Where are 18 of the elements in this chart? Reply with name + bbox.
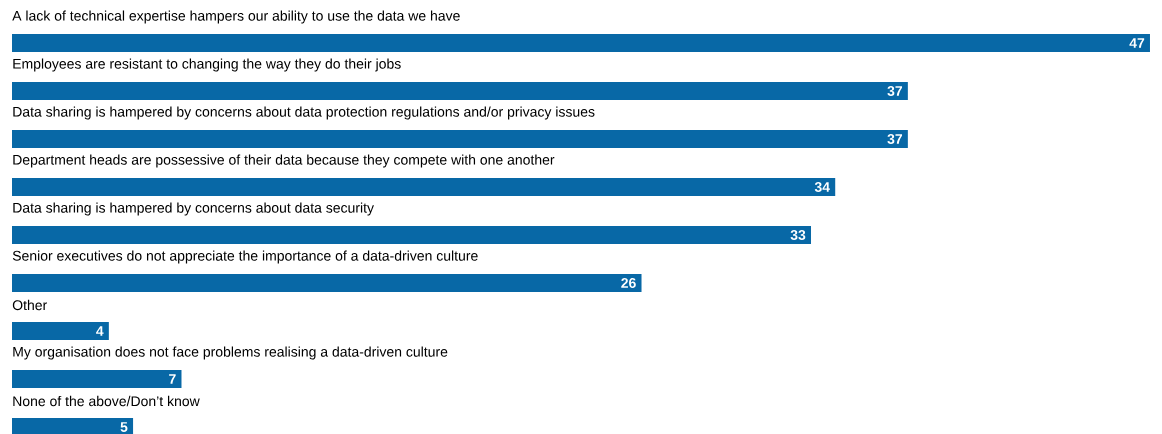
y-tick-label: Other <box>12 299 47 311</box>
data-label: 34 <box>814 182 830 192</box>
y-tick-label: Employees are resistant to changing the way they do their jobs <box>13 58 401 72</box>
data-label: 7 <box>169 374 176 384</box>
y-tick-label: A lack of technical expertise hampers our ability to use the data we have <box>12 10 460 24</box>
y-tick-label: Data sharing is hampered by concerns about data security <box>13 202 374 216</box>
data-label: 37 <box>887 134 903 144</box>
data-label: 33 <box>790 230 806 240</box>
data-label: 26 <box>621 278 636 288</box>
y-tick-label: Data sharing is hampered by concerns about data protection regulations and/or privacy issues <box>13 106 595 120</box>
data-label: 5 <box>120 422 128 432</box>
data-label: 47 <box>1129 38 1145 48</box>
y-tick-label: Department heads are possessive of their data because they compete with one another <box>13 154 555 168</box>
data-label: 4 <box>96 326 104 336</box>
y-tick-label: None of the above/Don’t know <box>13 395 200 407</box>
y-tick-label: Senior executives do not appreciate the importance of a data-driven culture <box>12 250 478 264</box>
data-label: 37 <box>887 86 903 96</box>
y-tick-label: My organisation does not face problems realising a data-driven culture <box>13 346 448 360</box>
